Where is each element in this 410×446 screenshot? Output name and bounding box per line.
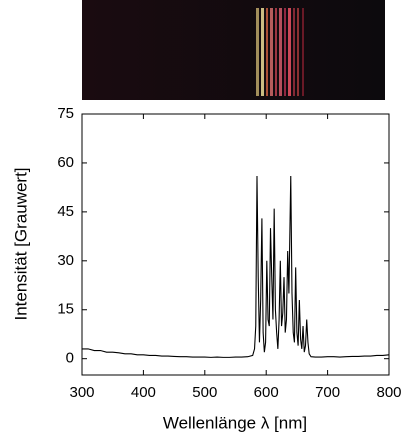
y-tick-label: 45 — [57, 203, 74, 220]
y-tick-label: 0 — [66, 350, 74, 367]
x-tick-label: 800 — [376, 384, 401, 401]
y-tick-label: 75 — [57, 105, 74, 122]
x-tick-label: 400 — [131, 384, 156, 401]
y-axis-label: Intensität [Grauwert] — [11, 167, 30, 320]
x-tick-label: 700 — [315, 384, 340, 401]
y-tick-label: 30 — [57, 252, 74, 269]
x-tick-label: 600 — [254, 384, 279, 401]
y-tick-label: 60 — [57, 154, 74, 171]
x-tick-label: 300 — [69, 384, 94, 401]
x-tick-label: 500 — [192, 384, 217, 401]
spectrum-image — [82, 0, 385, 100]
plot-frame — [81, 113, 390, 376]
spectrum-line — [82, 175, 390, 358]
y-tick-label: 15 — [57, 301, 74, 318]
x-axis-label: Wellenlänge λ [nm] — [163, 413, 307, 432]
